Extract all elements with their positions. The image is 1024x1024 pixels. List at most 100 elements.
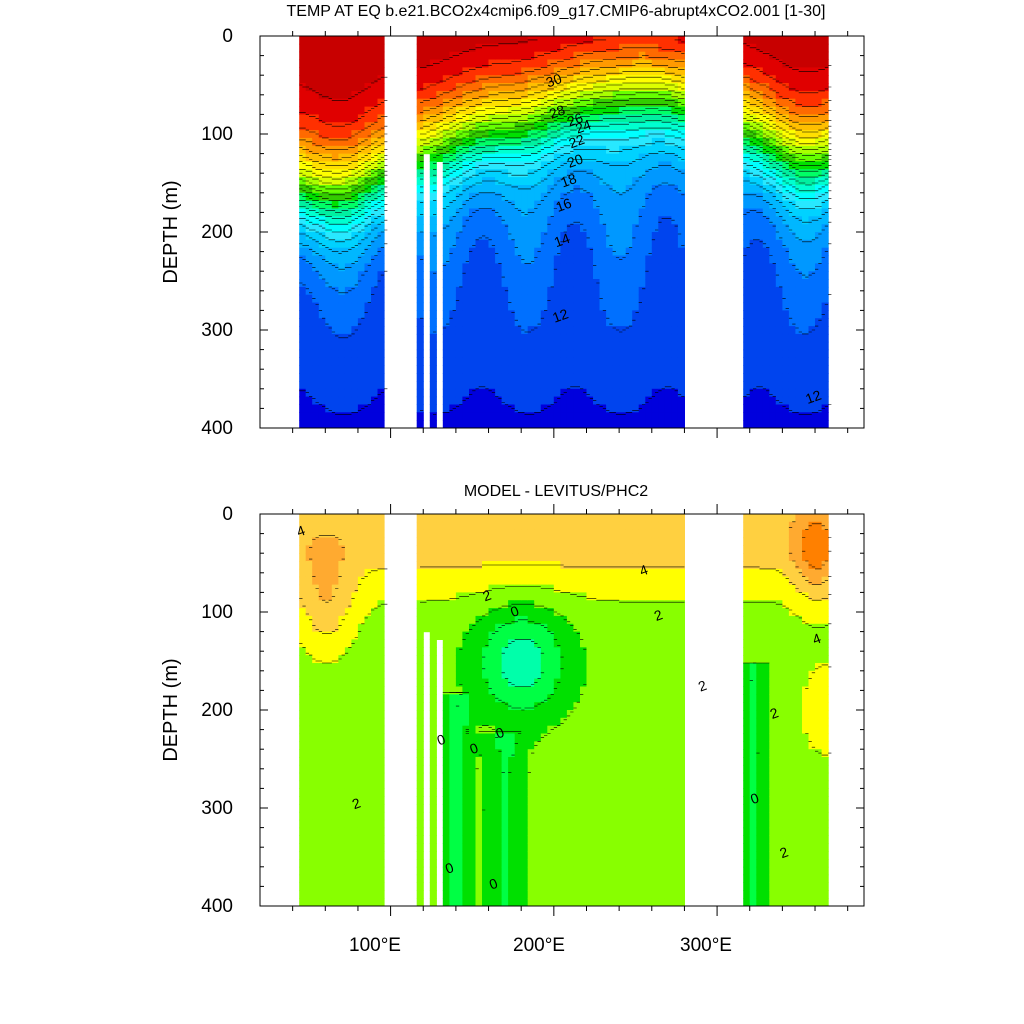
contour-cell — [580, 216, 588, 225]
contour-cell — [312, 529, 320, 539]
contour-cell — [645, 36, 653, 45]
contour-cell — [423, 529, 431, 539]
contour-cell — [318, 725, 326, 735]
contour-cell — [632, 161, 640, 170]
contour-cell — [547, 302, 555, 311]
contour-cell — [775, 279, 783, 288]
contour-cell — [808, 255, 816, 264]
contour-cell — [371, 192, 379, 202]
contour-cell — [553, 396, 561, 405]
contour-cell — [325, 710, 333, 719]
contour-cell — [305, 365, 313, 374]
contour-cell — [540, 639, 548, 648]
panel-1-field — [260, 36, 864, 428]
contour-cell — [325, 764, 333, 774]
contour-cell — [331, 341, 339, 351]
contour-cell — [475, 686, 483, 695]
contour-cell — [351, 537, 359, 546]
contour-cell — [593, 388, 601, 398]
contour-cell — [371, 804, 379, 813]
contour-cell — [664, 404, 672, 413]
contour-cell — [469, 827, 477, 836]
contour-cell — [508, 529, 516, 539]
contour-cell — [775, 208, 783, 217]
contour-cell — [299, 670, 307, 680]
contour-cell — [449, 388, 457, 398]
contour-cell — [449, 780, 457, 789]
contour-cell — [501, 694, 509, 703]
contour-cell — [442, 882, 450, 891]
contour-cell — [423, 584, 431, 593]
contour-cell — [305, 388, 313, 398]
contour-cell — [632, 192, 640, 202]
contour-cell — [377, 710, 385, 719]
contour-cell — [775, 239, 783, 249]
contour-cell — [808, 36, 816, 45]
contour-cell — [455, 811, 463, 821]
contour-cell — [455, 686, 463, 695]
contour-cell — [344, 859, 352, 868]
contour-cell — [658, 286, 666, 296]
contour-cell — [521, 388, 529, 398]
contour-cell — [436, 114, 444, 123]
contour-cell — [514, 772, 522, 782]
contour-cell — [442, 655, 450, 664]
contour-cell — [560, 420, 568, 428]
contour-cell — [436, 83, 444, 92]
contour-cell — [475, 749, 483, 758]
contour-cell — [442, 161, 450, 170]
contour-cell — [429, 764, 437, 774]
contour-cell — [521, 780, 529, 789]
contour-cell — [815, 36, 823, 45]
contour-cell — [475, 51, 483, 61]
contour-cell — [338, 749, 346, 758]
contour-cell — [344, 631, 352, 640]
contour-cell — [377, 827, 385, 836]
contour-cell — [377, 83, 385, 92]
contour-cell — [540, 294, 548, 304]
contour-cell — [377, 263, 385, 272]
contour-cell — [671, 200, 679, 209]
contour-cell — [599, 67, 607, 76]
contour-cell — [495, 725, 503, 735]
contour-cell — [540, 90, 548, 100]
contour-cell — [482, 255, 490, 264]
contour-cell — [469, 608, 477, 617]
contour-cell — [534, 788, 542, 797]
contour-cell — [815, 114, 823, 123]
contour-cell — [351, 98, 359, 108]
contour-cell — [318, 263, 326, 272]
contour-cell — [495, 333, 503, 343]
contour-cell — [299, 357, 307, 366]
contour-cell — [423, 623, 431, 633]
contour-cell — [462, 600, 470, 609]
contour-cell — [762, 381, 770, 390]
contour-cell — [377, 843, 385, 852]
contour-cell — [677, 286, 685, 296]
contour-cell — [638, 420, 646, 428]
contour-cell — [429, 529, 437, 539]
contour-cell — [488, 859, 496, 868]
contour-cell — [756, 36, 764, 45]
contour-cell — [488, 51, 496, 61]
contour-cell — [514, 670, 522, 680]
contour-cell — [344, 279, 352, 288]
contour-cell — [462, 83, 470, 92]
contour-cell — [749, 271, 757, 280]
contour-cell — [455, 122, 463, 131]
contour-cell — [762, 294, 770, 304]
contour-cell — [547, 521, 555, 531]
contour-cell — [469, 647, 477, 656]
contour-cell — [573, 51, 581, 61]
contour-cell — [521, 553, 529, 562]
contour-cell — [756, 51, 764, 61]
contour-cell — [664, 43, 672, 53]
contour-cell — [442, 420, 450, 428]
contour-cell — [671, 192, 679, 202]
contour-cell — [508, 843, 516, 852]
contour-cell — [416, 843, 424, 852]
contour-cell — [560, 357, 568, 366]
contour-cell — [416, 772, 424, 782]
contour-cell — [416, 811, 424, 821]
contour-cell — [762, 341, 770, 351]
